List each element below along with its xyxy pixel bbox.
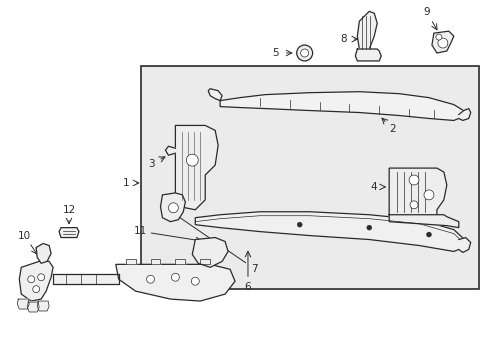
Text: 2: 2: [389, 124, 395, 134]
Polygon shape: [116, 264, 235, 301]
Circle shape: [408, 175, 418, 185]
Circle shape: [171, 273, 179, 281]
Circle shape: [168, 203, 178, 213]
Bar: [141, 66, 478, 289]
Text: 1: 1: [122, 178, 129, 188]
Circle shape: [300, 49, 308, 57]
Polygon shape: [160, 193, 185, 222]
Polygon shape: [388, 215, 458, 228]
Polygon shape: [19, 261, 53, 301]
Polygon shape: [17, 299, 29, 309]
Polygon shape: [59, 228, 79, 238]
Circle shape: [409, 201, 417, 209]
Text: 11: 11: [134, 226, 147, 237]
Circle shape: [33, 286, 40, 293]
Polygon shape: [175, 125, 218, 210]
Polygon shape: [192, 238, 227, 267]
Circle shape: [297, 222, 302, 227]
Polygon shape: [175, 260, 185, 264]
Text: 7: 7: [251, 264, 257, 274]
Polygon shape: [431, 31, 453, 53]
Polygon shape: [357, 11, 376, 53]
Circle shape: [435, 34, 441, 40]
Text: 10: 10: [18, 231, 31, 241]
Polygon shape: [208, 89, 222, 100]
Circle shape: [426, 232, 430, 237]
Polygon shape: [125, 260, 135, 264]
Polygon shape: [220, 92, 466, 121]
Polygon shape: [195, 212, 466, 251]
Text: 3: 3: [148, 159, 154, 169]
Polygon shape: [388, 168, 446, 215]
Polygon shape: [53, 274, 119, 284]
Text: 8: 8: [340, 34, 346, 44]
Circle shape: [296, 45, 312, 61]
Text: 4: 4: [369, 182, 376, 192]
Polygon shape: [458, 109, 470, 121]
Polygon shape: [27, 302, 39, 312]
Polygon shape: [458, 238, 470, 252]
Polygon shape: [165, 146, 175, 155]
Text: 12: 12: [62, 205, 76, 215]
Circle shape: [437, 38, 447, 48]
Circle shape: [186, 154, 198, 166]
Circle shape: [146, 275, 154, 283]
Polygon shape: [37, 301, 49, 311]
Circle shape: [423, 190, 433, 200]
Polygon shape: [150, 260, 160, 264]
Text: 5: 5: [272, 48, 279, 58]
Circle shape: [191, 277, 199, 285]
Text: 9: 9: [423, 7, 429, 17]
Text: 6: 6: [244, 282, 251, 292]
Circle shape: [366, 225, 371, 230]
Polygon shape: [200, 260, 210, 264]
Polygon shape: [36, 243, 51, 264]
Polygon shape: [355, 49, 381, 61]
Circle shape: [38, 274, 44, 281]
Circle shape: [28, 276, 35, 283]
